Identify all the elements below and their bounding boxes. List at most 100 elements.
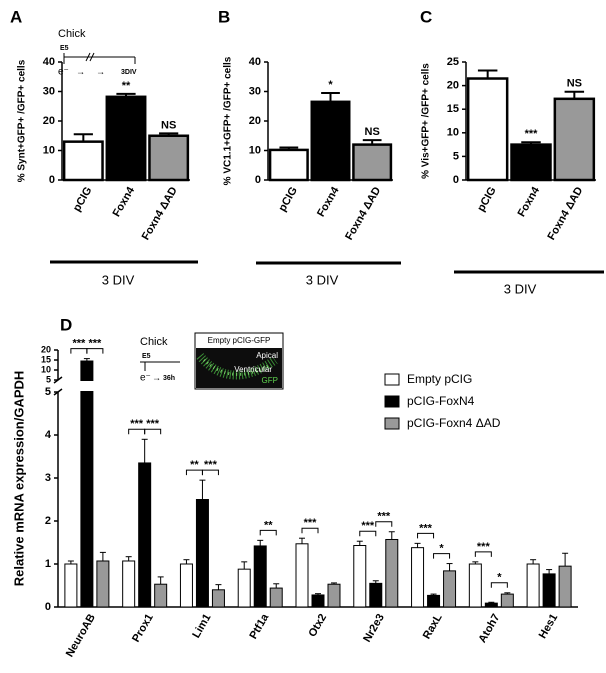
y-tick-label: 40 — [43, 56, 55, 68]
y-tick-label: 10 — [41, 364, 51, 374]
arrow: → — [96, 66, 105, 76]
bar — [122, 560, 136, 608]
significance-bracket — [433, 553, 451, 559]
y-tick-label: 20 — [249, 115, 261, 127]
legend-label: pCIG-Foxn4 ΔAD — [407, 416, 501, 430]
significance: *** — [146, 418, 160, 430]
bar — [468, 563, 482, 608]
group-label: 3 DIV — [306, 272, 339, 287]
x-tick-label: Foxn4 — [111, 184, 138, 219]
significance: *** — [377, 511, 391, 523]
bar — [369, 582, 383, 608]
y-tick-label: 20 — [447, 80, 459, 92]
x-tick-label: Foxn4 ΔAD — [343, 185, 383, 242]
panel-letter: B — [218, 7, 230, 26]
bar — [269, 587, 283, 608]
x-tick-label: pCIG — [475, 185, 499, 214]
y-tick-label: 1 — [45, 558, 51, 570]
y-tick-label: 10 — [43, 144, 55, 156]
significance-bracket — [301, 527, 319, 534]
bar — [427, 594, 441, 608]
y-tick-label: 40 — [249, 56, 261, 68]
y-tick-label: 0 — [453, 174, 459, 186]
bar — [62, 140, 104, 182]
y-tick-label: 3 — [45, 472, 51, 484]
x-tick-label: NeuroAB — [64, 612, 98, 659]
significance-bracket — [144, 428, 162, 435]
significance: *** — [525, 128, 539, 140]
significance: *** — [419, 522, 433, 534]
x-tick-label: Foxn4 — [315, 184, 342, 219]
inset-electroporation: e⁻ — [140, 373, 151, 384]
arrow: → — [152, 372, 161, 382]
y-tick-label: 15 — [41, 354, 51, 364]
bar — [96, 560, 110, 608]
inset-image: Empty pCIG-GFP Apical Ventricular GFP — [194, 332, 284, 390]
bar — [154, 583, 168, 608]
x-tick-label: Ptf1a — [247, 611, 271, 641]
bar — [268, 148, 309, 182]
x-tick-label: pCIG — [276, 185, 300, 214]
y-axis-label: % Vis+GFP+ /GFP+ cells — [421, 63, 432, 179]
significance-bracket — [86, 348, 104, 354]
bar — [237, 568, 251, 608]
inset-stage: E5 — [60, 45, 69, 52]
image-title: Empty pCIG-GFP — [208, 336, 271, 345]
y-tick-label: 25 — [447, 56, 459, 68]
y-tick-label: 5 — [46, 374, 51, 384]
bar — [352, 143, 393, 182]
significance-bracket — [201, 469, 219, 476]
bar — [553, 97, 596, 182]
image-label: Apical — [256, 351, 278, 360]
x-tick-label: pCIG — [71, 185, 95, 214]
legend-label: pCIG-FoxN4 — [407, 394, 475, 408]
y-tick-label: 20 — [41, 344, 51, 354]
y-tick-label: 5 — [453, 150, 459, 162]
y-axis-label: % Synt+GFP+ /GFP+ cells — [17, 59, 28, 182]
bar — [484, 602, 498, 608]
y-tick-label: 10 — [249, 144, 261, 156]
significance: * — [497, 572, 502, 584]
bar — [295, 543, 309, 608]
significance: *** — [304, 517, 318, 529]
inset-a: Chick E5 e⁻ → → 3DIV — [58, 28, 137, 78]
x-tick-label: Lim1 — [190, 612, 213, 640]
x-tick-label: Foxn4 ΔAD — [140, 185, 180, 242]
bar-break — [79, 381, 94, 391]
bar — [179, 563, 193, 608]
bar — [353, 545, 367, 608]
x-tick-label: Foxn4 — [516, 184, 543, 219]
significance: *** — [88, 338, 102, 350]
bar — [105, 95, 147, 182]
y-tick-label: 10 — [447, 127, 459, 139]
x-tick-label: Otx2 — [306, 612, 329, 639]
bar — [211, 589, 225, 608]
panel-letter: D — [60, 315, 72, 334]
bar — [311, 594, 325, 608]
bar — [542, 573, 556, 608]
y-tick-label: 0 — [45, 601, 51, 613]
bar — [558, 565, 572, 608]
bar — [443, 570, 457, 608]
y-tick-label: 0 — [49, 174, 55, 186]
bar — [385, 538, 399, 608]
inset-timepoint: 36h — [163, 375, 175, 382]
panel-letter: C — [420, 7, 432, 26]
y-tick-label: 4 — [45, 429, 52, 441]
arrow: → — [76, 66, 85, 76]
y-tick-label: 5 — [45, 386, 51, 398]
bar — [310, 100, 351, 182]
x-tick-label: Hes1 — [537, 612, 561, 641]
panel-letter: A — [10, 7, 22, 26]
inset-d: Chick E5 e⁻ → 36h — [140, 336, 180, 384]
bar — [148, 134, 190, 182]
legend-swatch — [384, 417, 400, 430]
bar — [327, 583, 341, 608]
legend-label: Empty pCIG — [407, 372, 472, 386]
significance-bracket — [375, 521, 393, 527]
significance: *** — [361, 520, 375, 532]
bar — [510, 143, 552, 182]
significance: ** — [190, 459, 199, 471]
x-tick-label: Atoh7 — [476, 612, 502, 645]
